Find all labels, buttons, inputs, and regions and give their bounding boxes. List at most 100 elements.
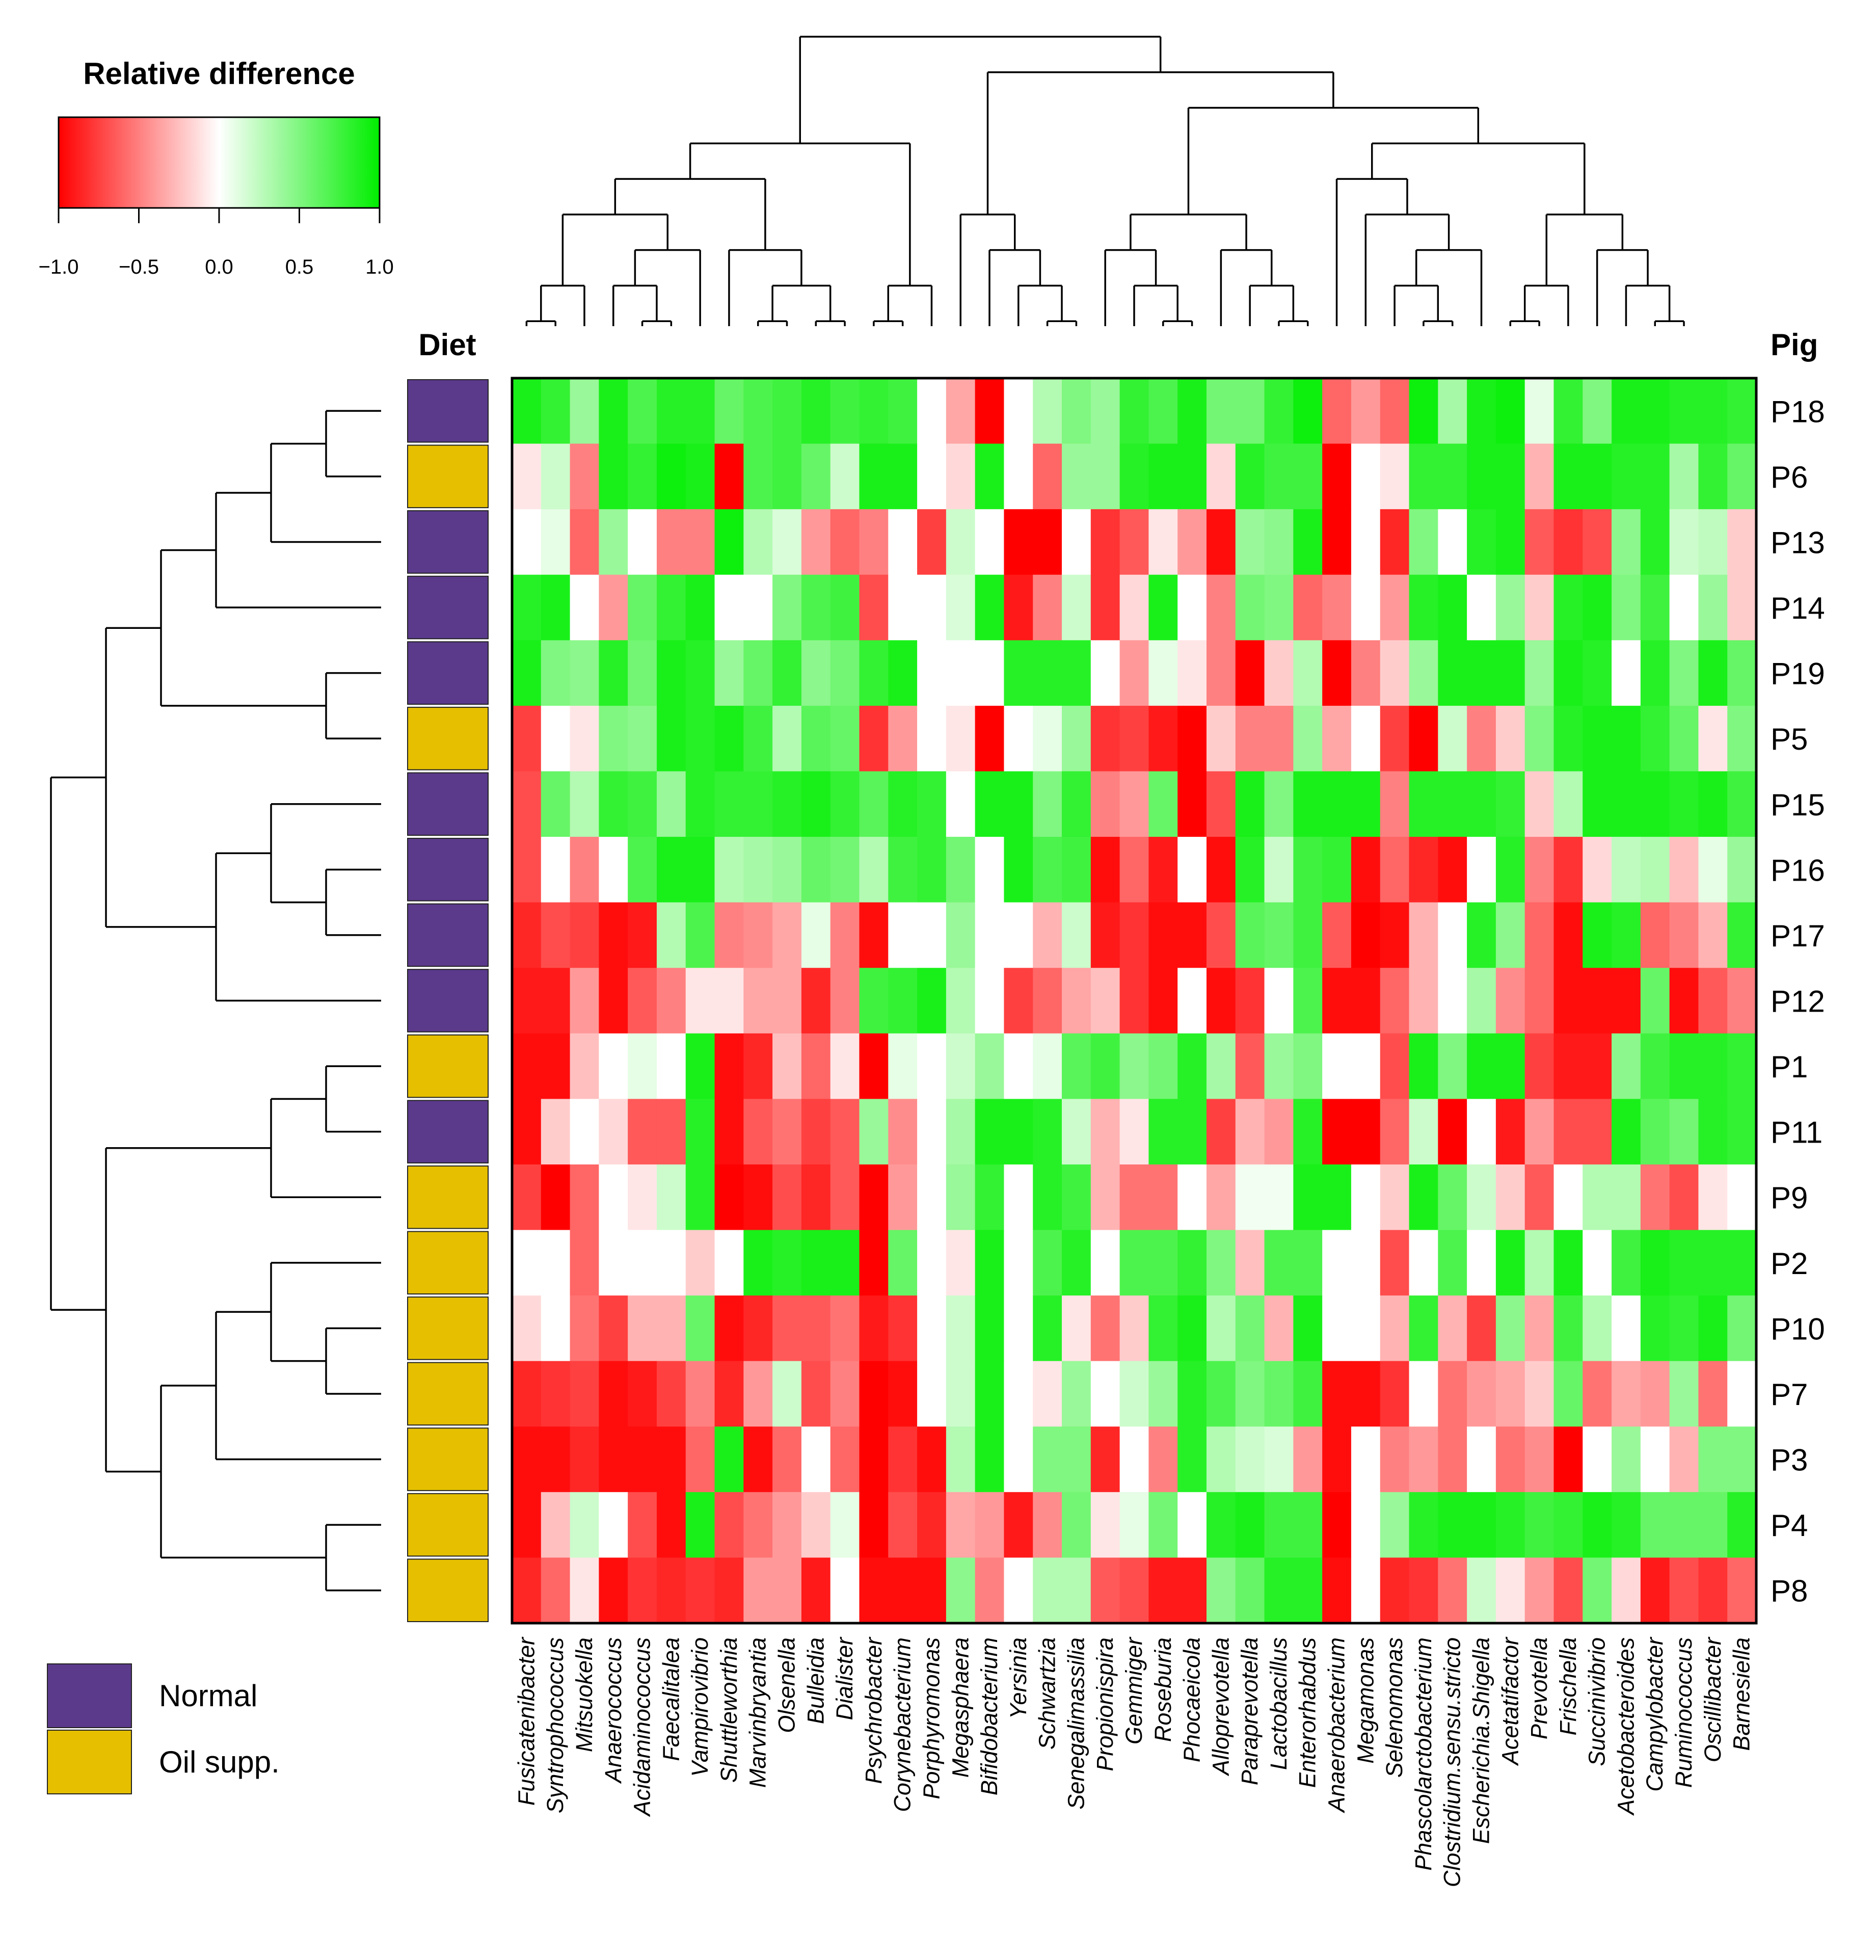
heatmap-cell-P17-Shuttleworthia [714,902,744,968]
heatmap-cell-P4-Gemmiger [1119,1492,1149,1558]
heatmap-cell-P11-Yersinia [1004,1099,1033,1165]
heatmap-cell-P2-Dialister [830,1230,860,1296]
heatmap-cell-P19-Acetatifactor [1495,640,1525,706]
heatmap-cell-P9-Selenomonas [1380,1164,1410,1231]
heatmap-cell-P1-Lactobacillus [1264,1033,1294,1099]
heatmap-cell-P18-Acetobacteroides [1612,378,1641,444]
heatmap-cell-P5-Roseburia [1148,705,1178,772]
heatmap-cell-P14-Acetobacteroides [1612,574,1641,641]
column-label-Lactobacillus: Lactobacillus [1266,1637,1292,1770]
heatmap-cell-P9-Oscillibacter [1698,1164,1728,1231]
heatmap-cell-P19-Syntrophococcus [541,640,571,706]
heatmap-cell-P18-Escherichia.Shigella [1467,378,1496,444]
heatmap-cell-P4-Psychrobacter [859,1492,889,1558]
heatmap-cell-P12-Lactobacillus [1264,968,1294,1034]
heatmap-cell-P11-Campylobacter [1640,1099,1670,1165]
heatmap-cell-P5-Alloprevotella [1206,705,1236,772]
heatmap-cell-P6-Fusicatenibacter [512,443,542,510]
heatmap-cell-P12-Campylobacter [1640,968,1670,1034]
heatmap-cell-P11-Vampirovibrio [685,1099,715,1165]
heatmap-cell-P9-Lactobacillus [1264,1164,1294,1231]
heatmap-cell-P7-Acetatifactor [1495,1361,1525,1427]
heatmap-cell-P16-Mitsuokella [570,837,599,903]
heatmap-cell-P19-Dialister [830,640,860,706]
colorbar-tick-label: 1.0 [365,256,394,278]
row-label-P5: P5 [1771,722,1808,756]
heatmap-cell-P14-Anaerobacterium [1322,574,1352,641]
heatmap-cell-P16-Barnesiella [1727,837,1757,903]
heatmap-cell-P12-Fusicatenibacter [512,968,542,1034]
heatmap-frame [511,377,1758,1625]
heatmap-cell-P15-Bulleidia [801,771,831,837]
heatmap-cell-P12-Enterorhabdus [1293,968,1323,1034]
column-label-Dialister: Dialister [832,1636,857,1720]
heatmap-cell-P19-Phocaeicola [1177,640,1207,706]
diet-cell-P13 [407,510,489,574]
heatmap-cell-P12-Selenomonas [1380,968,1410,1034]
heatmap-cell-P1-Dialister [830,1033,860,1099]
heatmap-cell-P16-Megamonas [1351,837,1381,903]
heatmap-cell-P8-Acetobacteroides [1612,1557,1641,1624]
heatmap-cell-P4-Alloprevotella [1206,1492,1236,1558]
heatmap-cell-P8-Corynebacterium [888,1557,918,1624]
heatmap-cell-P6-Marvinbryantia [743,443,773,510]
heatmap-cell-P2-Anaerococcus [599,1230,628,1296]
heatmap-cell-P1-Yersinia [1004,1033,1033,1099]
heatmap-cell-P9-Succinivibrio [1583,1164,1612,1231]
heatmap-cell-P8-Syntrophococcus [541,1557,571,1624]
column-label-Anaerococcus: Anaerococcus [600,1637,626,1784]
diet-annotation-strip [407,379,489,1623]
heatmap-cell-P4-Bifidobacterium [975,1492,1005,1558]
heatmap-cell-P17-Marvinbryantia [743,902,773,968]
diet-cell-P7 [407,1362,489,1426]
heatmap-cell-P9-Mitsuokella [570,1164,599,1231]
heatmap-cell-P2-Campylobacter [1640,1230,1670,1296]
row-label-P15: P15 [1771,788,1825,822]
heatmap-cell-P5-Psychrobacter [859,705,889,772]
heatmap-cell-P11-Succinivibrio [1583,1099,1612,1165]
diet-cell-P1 [407,1034,489,1098]
heatmap-cell-P8-Propionispira [1090,1557,1120,1624]
heatmap-cell-P10-Ruminococcus [1669,1295,1699,1362]
heatmap-cell-P6-Ruminococcus [1669,443,1699,510]
heatmap-cell-P18-Propionispira [1090,378,1120,444]
heatmap-cell-P15-Psychrobacter [859,771,889,837]
heatmap-cell-P2-Anaerobacterium [1322,1230,1352,1296]
heatmap-cell-P17-Faecalitalea [656,902,686,968]
heatmap-cell-P8-Paraprevotella [1235,1557,1265,1624]
heatmap-cell-P8-Megasphaera [946,1557,976,1624]
heatmap-cell-P8-Anaerococcus [599,1557,628,1624]
heatmap-cell-P16-Corynebacterium [888,837,918,903]
heatmap-cell-P6-Lactobacillus [1264,443,1294,510]
column-label-Megamonas: Megamonas [1352,1637,1378,1764]
diet-cell-P4 [407,1493,489,1557]
heatmap-cell-P4-Clostridium.sensu.stricto [1438,1492,1467,1558]
heatmap-cell-P10-Alloprevotella [1206,1295,1236,1362]
heatmap-cell-P19-Selenomonas [1380,640,1410,706]
heatmap-cell-P19-Porphyromonas [917,640,947,706]
heatmap-cell-P9-Anaerococcus [599,1164,628,1231]
heatmap-cell-P14-Clostridium.sensu.stricto [1438,574,1467,641]
heatmap-cell-P15-Acetatifactor [1495,771,1525,837]
heatmap-cell-P5-Marvinbryantia [743,705,773,772]
column-label-Mitsuokella: Mitsuokella [571,1637,597,1752]
row-label-P7: P7 [1771,1378,1808,1412]
heatmap-cell-P6-Bifidobacterium [975,443,1005,510]
heatmap-cell-P13-Bifidobacterium [975,509,1005,575]
heatmap-cell-P18-Corynebacterium [888,378,918,444]
heatmap-cell-P16-Anaerobacterium [1322,837,1352,903]
heatmap-cell-P10-Campylobacter [1640,1295,1670,1362]
heatmap-cell-P11-Fusicatenibacter [512,1099,542,1165]
heatmap-cell-P14-Campylobacter [1640,574,1670,641]
row-label-P13: P13 [1771,525,1825,560]
heatmap-cell-P5-Clostridium.sensu.stricto [1438,705,1467,772]
heatmap-cell-P5-Frischella [1553,705,1583,772]
heatmap-cell-P12-Porphyromonas [917,968,947,1034]
heatmap-cell-P9-Anaerobacterium [1322,1164,1352,1231]
heatmap-cell-P17-Porphyromonas [917,902,947,968]
heatmap-cell-P17-Anaerococcus [599,902,628,968]
heatmap-cell-P15-Marvinbryantia [743,771,773,837]
heatmap-cell-P3-Marvinbryantia [743,1426,773,1493]
heatmap-cell-P4-Anaerococcus [599,1492,628,1558]
column-label-Anaerobacterium: Anaerobacterium [1324,1637,1350,1814]
